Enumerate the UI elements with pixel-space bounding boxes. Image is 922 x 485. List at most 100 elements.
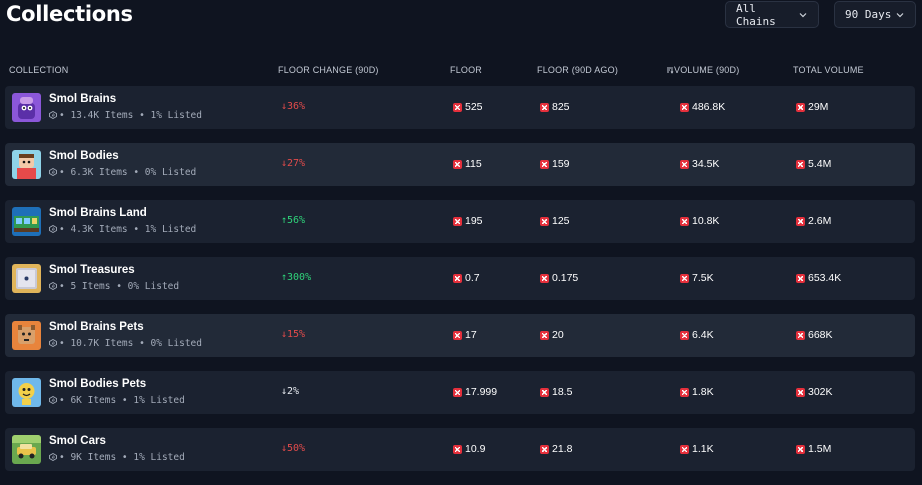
magic-token-icon [680,273,689,283]
floor-90d-ago-value: 21.8 [552,443,573,455]
collection-meta-text: • 9K Items • 1% Listed [59,452,185,463]
total-volume-value: 29M [808,101,829,113]
table-row[interactable]: Smol Bodies • 6.3K Items • 0% Listed ↓27… [5,143,915,186]
table-row[interactable]: Smol Brains Pets • 10.7K Items • 0% List… [5,314,915,357]
table-row[interactable]: Smol Treasures • 5 Items • 0% Listed ↑30… [5,257,915,300]
magic-token-icon [796,444,805,454]
header-total-volume[interactable]: TOTAL VOLUME [793,65,864,75]
collection-name[interactable]: Smol Cars [49,435,106,447]
volume-90d-value: 7.5K [692,272,714,284]
arbitrum-chain-icon [49,339,57,347]
floor-value: 525 [465,101,483,113]
total-volume-value: 302K [808,386,833,398]
floor-change: ↓15% [281,329,306,340]
volume-90d-value: 1.1K [692,443,714,455]
magic-token-icon [540,159,549,169]
total-volume-cell: 653.4K [796,272,841,284]
magic-token-icon [680,102,689,112]
magic-token-icon [680,216,689,226]
arbitrum-chain-icon [49,396,57,404]
magic-token-icon [540,387,549,397]
floor-value: 17 [465,329,477,341]
floor-90d-ago-cell: 21.8 [540,443,572,455]
collection-name[interactable]: Smol Treasures [49,264,135,276]
collection-meta: • 9K Items • 1% Listed [49,452,185,463]
volume-90d-value: 10.8K [692,215,720,227]
table-row[interactable]: Smol Brains Land • 4.3K Items • 1% Liste… [5,200,915,243]
floor-value: 0.7 [465,272,480,284]
floor-90d-ago-cell: 18.5 [540,386,572,398]
collection-name[interactable]: Smol Brains Pets [49,321,144,333]
floor-90d-ago-cell: 125 [540,215,570,227]
header-collection[interactable]: COLLECTION [9,65,69,75]
header-floor-change[interactable]: FLOOR CHANGE (90D) [278,65,379,75]
collection-meta-text: • 6.3K Items • 0% Listed [59,167,197,178]
collection-meta: • 6K Items • 1% Listed [49,395,185,406]
magic-token-icon [680,387,689,397]
magic-token-icon [796,216,805,226]
chevron-down-icon [799,12,807,17]
magic-token-icon [796,102,805,112]
collection-name[interactable]: Smol Brains Land [49,207,147,219]
volume-90d-cell: 1.8K [680,386,714,398]
arbitrum-chain-icon [49,225,57,233]
floor-90d-ago-value: 825 [552,101,570,113]
collection-meta: • 6.3K Items • 0% Listed [49,167,196,178]
magic-token-icon [540,102,549,112]
magic-token-icon [453,330,462,340]
magic-token-icon [453,159,462,169]
floor-90d-ago-value: 125 [552,215,570,227]
floor-90d-ago-value: 0.175 [552,272,579,284]
floor-cell: 10.9 [453,443,485,455]
chain-filter-dropdown[interactable]: All Chains [725,1,819,28]
collection-meta: • 4.3K Items • 1% Listed [49,224,196,235]
total-volume-cell: 668K [796,329,833,341]
arbitrum-chain-icon [49,453,57,461]
magic-token-icon [453,102,462,112]
floor-90d-ago-value: 159 [552,158,570,170]
magic-token-icon [796,387,805,397]
collection-meta-text: • 4.3K Items • 1% Listed [59,224,197,235]
collection-meta: • 5 Items • 0% Listed [49,281,179,292]
header-floor[interactable]: FLOOR [450,65,483,75]
total-volume-value: 1.5M [808,443,832,455]
floor-90d-ago-value: 20 [552,329,564,341]
magic-token-icon [540,216,549,226]
floor-90d-ago-value: 18.5 [552,386,573,398]
collection-thumbnail [12,378,41,407]
floor-90d-ago-cell: 825 [540,101,570,113]
collection-meta-text: • 6K Items • 1% Listed [59,395,185,406]
volume-90d-cell: 7.5K [680,272,714,284]
floor-change: ↑300% [281,272,312,283]
floor-change: ↑56% [281,215,306,226]
collections-table: Smol Brains • 13.4K Items • 1% Listed ↓3… [5,86,915,485]
total-volume-value: 2.6M [808,215,832,227]
floor-change: ↓36% [281,101,306,112]
magic-token-icon [453,387,462,397]
floor-90d-ago-cell: 20 [540,329,564,341]
collection-name[interactable]: Smol Bodies Pets [49,378,147,390]
floor-value: 195 [465,215,483,227]
magic-token-icon [540,444,549,454]
magic-token-icon [680,159,689,169]
total-volume-value: 668K [808,329,833,341]
chain-filter-label: All Chains [736,1,776,28]
header-floor-90d-ago[interactable]: FLOOR (90D AGO) [537,65,619,75]
collection-name[interactable]: Smol Brains [49,93,117,105]
collection-thumbnail [12,264,41,293]
magic-token-icon [453,216,462,226]
table-row[interactable]: Smol Bodies Pets • 6K Items • 1% Listed … [5,371,915,414]
collection-meta-text: • 13.4K Items • 1% Listed [59,110,202,121]
volume-90d-value: 1.8K [692,386,714,398]
total-volume-cell: 2.6M [796,215,831,227]
floor-value: 115 [465,158,482,170]
collection-name[interactable]: Smol Bodies [49,150,119,162]
collection-thumbnail [12,321,41,350]
header-volume-90d[interactable]: VOLUME (90D) [666,65,739,75]
magic-token-icon [453,273,462,283]
table-row[interactable]: Smol Cars • 9K Items • 1% Listed ↓50% 10… [5,428,915,471]
period-filter-dropdown[interactable]: 90 Days [834,1,916,28]
floor-90d-ago-cell: 159 [540,158,570,170]
floor-cell: 17 [453,329,477,341]
table-row[interactable]: Smol Brains • 13.4K Items • 1% Listed ↓3… [5,86,915,129]
